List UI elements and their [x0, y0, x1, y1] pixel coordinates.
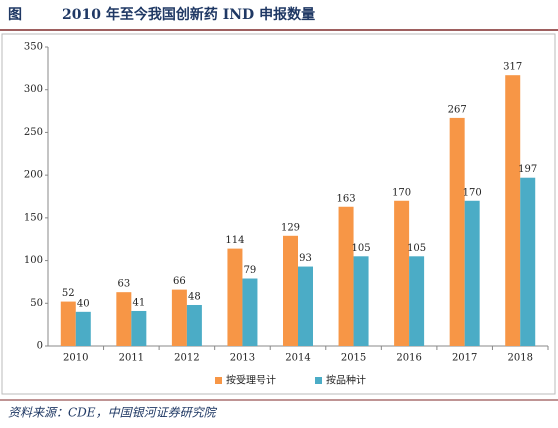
data-label: 129 [281, 222, 300, 233]
data-label: 105 [352, 243, 371, 254]
x-tick-label: 2011 [119, 353, 144, 364]
data-label: 40 [77, 298, 90, 309]
legend-label: 按受理号计 [226, 374, 276, 387]
x-tick-label: 2012 [174, 353, 199, 364]
data-label: 105 [407, 243, 426, 254]
bar [186, 304, 202, 346]
data-label: 197 [518, 164, 537, 175]
x-tick-label: 2014 [285, 353, 310, 364]
bar [394, 200, 410, 346]
source-note: 资料来源：CDE，中国银河证券研究院 [8, 406, 218, 420]
data-label: 170 [463, 187, 482, 198]
bar [464, 200, 480, 346]
x-tick-label: 2016 [396, 353, 421, 364]
data-label: 66 [173, 276, 186, 287]
data-label: 48 [188, 291, 201, 302]
y-tick-label: 350 [24, 42, 43, 53]
y-tick-label: 50 [30, 298, 43, 309]
y-tick-label: 300 [24, 84, 43, 95]
bar [60, 301, 76, 346]
data-label: 317 [503, 62, 522, 73]
bar [409, 256, 425, 346]
bar [298, 266, 313, 346]
legend-swatch [215, 377, 222, 384]
x-tick-label: 2017 [452, 353, 477, 364]
data-label: 93 [299, 253, 312, 264]
y-tick-label: 0 [37, 341, 43, 352]
legend-swatch [315, 377, 322, 384]
legend-label: 按品种计 [326, 374, 366, 387]
data-label: 114 [225, 235, 244, 246]
x-tick-label: 2013 [230, 353, 255, 364]
x-tick-label: 2018 [507, 353, 532, 364]
data-label: 170 [392, 187, 411, 198]
y-tick-label: 250 [24, 127, 43, 138]
y-tick-label: 200 [24, 170, 43, 181]
bar [505, 75, 521, 346]
bar [520, 177, 536, 346]
figure-label: 图 [8, 7, 22, 23]
chart-title: 2010 年至今我国创新药 IND 申报数量 [62, 6, 315, 23]
data-label: 52 [62, 288, 75, 299]
bar [171, 289, 187, 346]
data-label: 63 [117, 279, 130, 290]
x-tick-label: 2015 [341, 353, 366, 364]
bar [227, 248, 243, 346]
bar [338, 206, 354, 346]
bar [449, 117, 465, 346]
bar [242, 278, 258, 346]
y-tick-label: 100 [24, 255, 43, 266]
data-label: 267 [448, 104, 467, 115]
x-tick-label: 2010 [63, 353, 88, 364]
bar [75, 311, 91, 346]
bar [116, 292, 132, 346]
data-label: 163 [337, 193, 356, 204]
y-tick-label: 150 [24, 212, 43, 223]
chart-frame [1, 33, 556, 395]
bar [353, 256, 369, 346]
bar [131, 310, 147, 346]
bar [283, 235, 298, 346]
data-label: 41 [132, 297, 145, 308]
data-label: 79 [244, 265, 257, 276]
